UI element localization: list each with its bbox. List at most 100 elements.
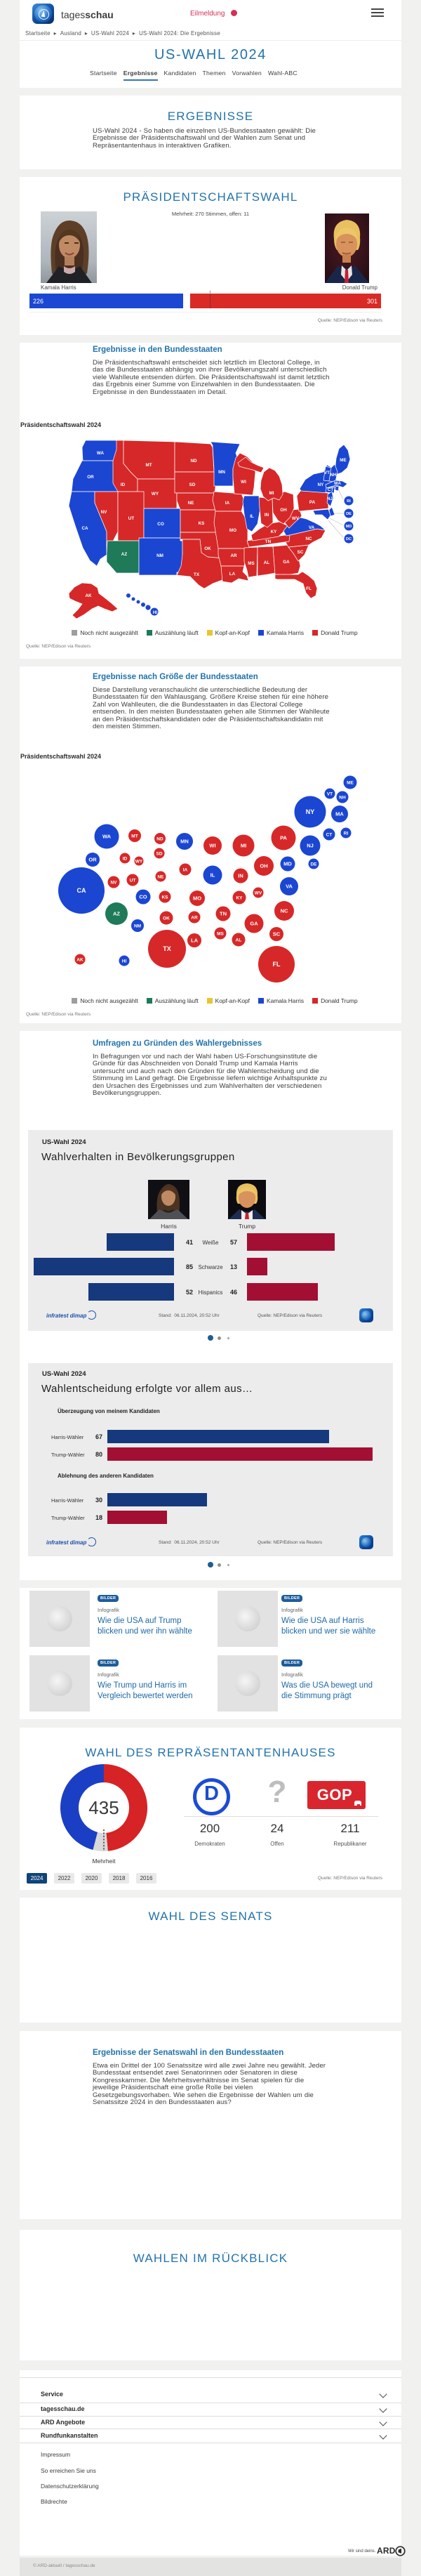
svg-text:HI: HI (122, 959, 127, 964)
svg-text:AL: AL (264, 560, 270, 565)
svg-text:KY: KY (236, 895, 243, 900)
svg-text:MS: MS (248, 561, 254, 566)
svg-text:ID: ID (121, 482, 126, 487)
svg-text:VT: VT (324, 471, 330, 475)
svg-text:SD: SD (189, 482, 196, 487)
svg-text:OK: OK (204, 546, 211, 551)
svg-text:GA: GA (250, 921, 258, 927)
svg-text:MT: MT (131, 834, 138, 839)
svg-text:AL: AL (236, 938, 242, 942)
svg-text:OR: OR (87, 475, 94, 480)
svg-text:DE: DE (310, 862, 317, 867)
svg-text:TN: TN (265, 539, 272, 544)
svg-text:HI: HI (153, 610, 158, 615)
svg-text:MN: MN (218, 470, 225, 475)
svg-text:MI: MI (269, 491, 274, 496)
svg-text:MD: MD (283, 861, 292, 867)
svg-text:LA: LA (191, 938, 199, 944)
svg-text:CO: CO (157, 522, 164, 527)
svg-text:NJ: NJ (327, 497, 333, 501)
svg-text:TX: TX (194, 572, 200, 577)
svg-text:MS: MS (217, 931, 224, 936)
svg-text:PA: PA (309, 500, 316, 505)
svg-text:WA: WA (102, 834, 112, 840)
svg-text:KS: KS (199, 521, 205, 526)
svg-text:WV: WV (292, 516, 300, 521)
svg-text:NY: NY (306, 808, 315, 815)
svg-text:FL: FL (306, 586, 312, 591)
svg-text:NH: NH (339, 795, 346, 800)
svg-text:NM: NM (156, 553, 163, 558)
svg-text:IN: IN (265, 513, 269, 518)
svg-text:ID: ID (123, 856, 128, 861)
svg-text:MA: MA (334, 481, 341, 486)
svg-text:MO: MO (229, 528, 236, 533)
svg-text:WA: WA (97, 451, 105, 456)
svg-text:AR: AR (191, 915, 198, 920)
svg-text:WI: WI (241, 480, 246, 485)
svg-text:DE: DE (346, 512, 352, 516)
svg-text:CT: CT (328, 487, 334, 492)
svg-text:MO: MO (193, 895, 201, 902)
svg-text:IL: IL (250, 514, 254, 519)
svg-text:IL: IL (210, 872, 215, 879)
svg-text:WV: WV (255, 891, 262, 895)
svg-text:NE: NE (157, 874, 164, 879)
svg-text:ME: ME (347, 780, 354, 785)
svg-text:ME: ME (340, 458, 346, 463)
svg-text:VT: VT (327, 791, 333, 796)
svg-text:ND: ND (190, 459, 197, 464)
svg-text:NV: NV (101, 510, 108, 515)
svg-text:WY: WY (135, 859, 143, 864)
svg-text:ND: ND (156, 836, 163, 841)
svg-text:DC: DC (346, 537, 352, 541)
svg-text:UT: UT (128, 516, 135, 521)
svg-text:MT: MT (145, 463, 152, 468)
svg-text:IN: IN (238, 873, 243, 879)
svg-text:OK: OK (163, 916, 170, 921)
svg-text:CA: CA (77, 887, 86, 894)
svg-text:LA: LA (229, 572, 236, 577)
svg-text:NH: NH (330, 473, 337, 478)
svg-text:VA: VA (309, 525, 315, 530)
svg-text:NJ: NJ (307, 843, 314, 849)
svg-text:GA: GA (283, 560, 290, 565)
svg-text:NM: NM (134, 924, 141, 928)
svg-text:NE: NE (188, 501, 194, 506)
svg-text:MA: MA (335, 811, 344, 817)
svg-text:TX: TX (163, 945, 171, 952)
svg-text:WI: WI (209, 843, 215, 849)
svg-text:KY: KY (271, 530, 278, 534)
svg-text:AZ: AZ (113, 911, 120, 917)
svg-text:VA: VA (286, 883, 293, 890)
svg-text:PA: PA (280, 835, 287, 841)
svg-text:AK: AK (76, 957, 83, 962)
svg-text:IA: IA (183, 867, 188, 872)
svg-text:NV: NV (110, 880, 117, 885)
svg-text:CT: CT (326, 832, 333, 837)
svg-text:MN: MN (180, 839, 189, 845)
svg-text:SC: SC (298, 550, 304, 555)
svg-text:RI: RI (344, 831, 349, 836)
svg-text:SD: SD (156, 851, 162, 856)
svg-text:AR: AR (230, 553, 237, 558)
svg-text:OH: OH (260, 863, 267, 869)
svg-text:SC: SC (273, 931, 281, 938)
svg-text:MD: MD (346, 525, 352, 529)
svg-text:CO: CO (139, 894, 147, 900)
svg-text:NC: NC (305, 537, 312, 541)
svg-text:AK: AK (85, 593, 92, 598)
svg-text:KS: KS (161, 895, 168, 900)
svg-text:UT: UT (130, 878, 136, 883)
svg-text:AZ: AZ (121, 552, 128, 557)
svg-text:NC: NC (281, 908, 288, 914)
svg-text:NY: NY (318, 482, 325, 487)
svg-text:IA: IA (225, 501, 230, 506)
svg-text:FL: FL (273, 961, 281, 968)
svg-text:CA: CA (81, 526, 88, 531)
svg-text:OH: OH (280, 508, 287, 513)
svg-text:OR: OR (88, 857, 97, 863)
svg-text:MI: MI (241, 843, 246, 849)
svg-text:435: 435 (88, 1797, 119, 1818)
svg-text:WY: WY (152, 492, 159, 497)
